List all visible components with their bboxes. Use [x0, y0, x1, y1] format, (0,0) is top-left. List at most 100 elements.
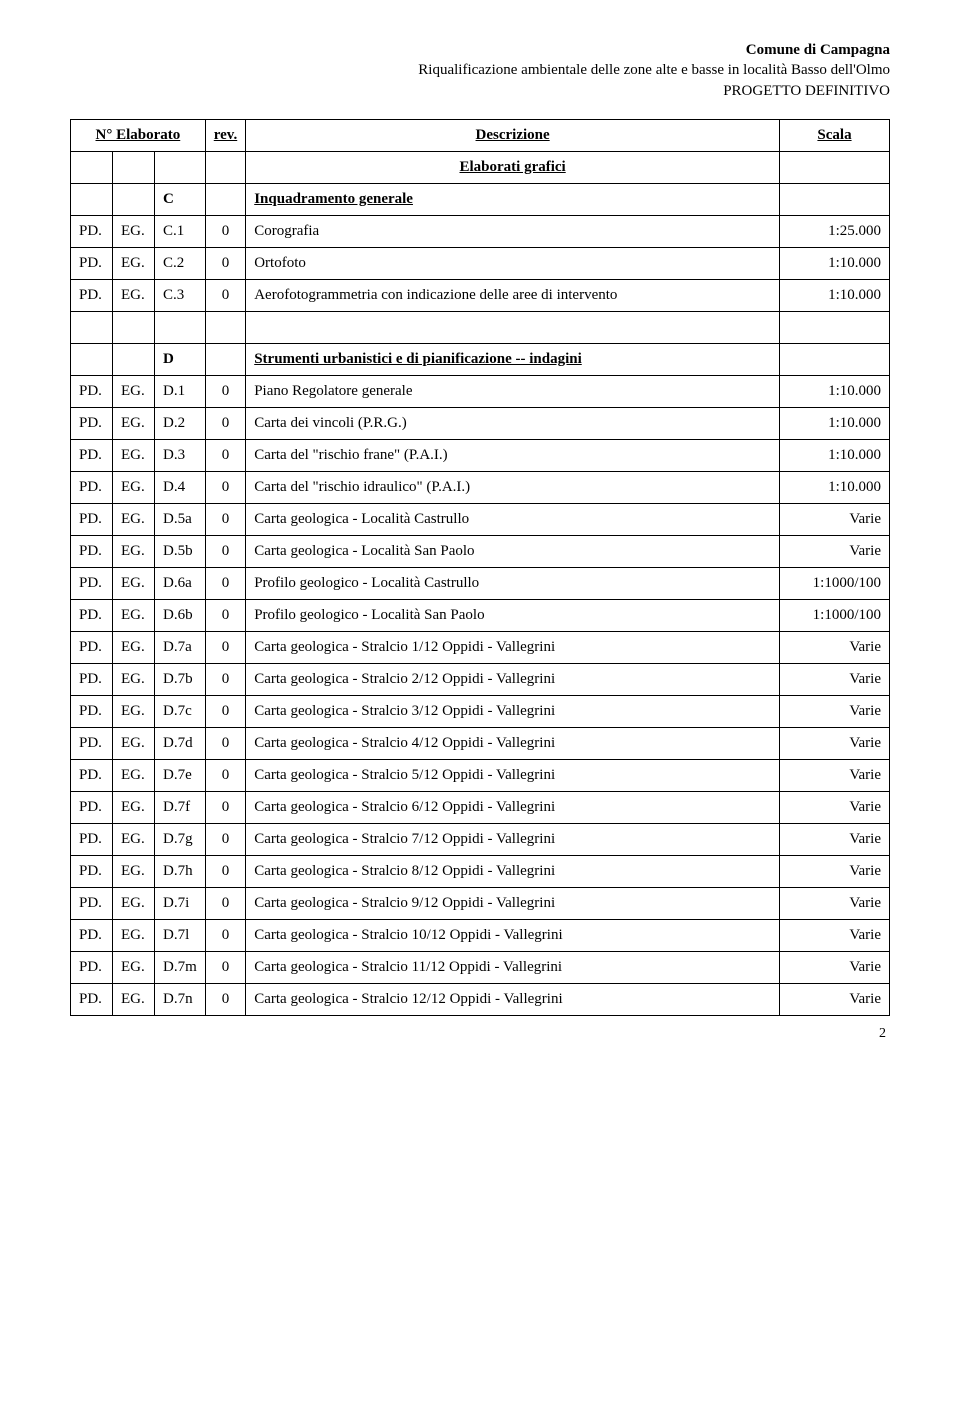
cell-rev: 0	[205, 791, 245, 823]
cell-desc: Carta geologica - Località Castrullo	[246, 503, 780, 535]
cell-pd: PD.	[71, 823, 113, 855]
cell-pd: PD.	[71, 727, 113, 759]
cell-scala: 1:10.000	[780, 247, 890, 279]
table-row: PD.EG.D.40Carta del "rischio idraulico" …	[71, 471, 890, 503]
cell-code: D.7l	[155, 919, 206, 951]
cell-rev: 0	[205, 471, 245, 503]
th-rev: rev.	[205, 119, 245, 151]
table-row: PD.EG.D.7d0Carta geologica - Stralcio 4/…	[71, 727, 890, 759]
cell-desc: Ortofoto	[246, 247, 780, 279]
th-scala: Scala	[780, 119, 890, 151]
cell-scala: 1:10.000	[780, 279, 890, 311]
cell-scala: Varie	[780, 695, 890, 727]
cell-eg: EG.	[113, 663, 155, 695]
cell-desc: Corografia	[246, 215, 780, 247]
section-letter-row-d: D Strumenti urbanistici e di pianificazi…	[71, 343, 890, 375]
cell-eg: EG.	[113, 535, 155, 567]
section-letter-row-c: C Inquadramento generale	[71, 183, 890, 215]
cell-eg: EG.	[113, 823, 155, 855]
cell-eg: EG.	[113, 727, 155, 759]
cell-pd: PD.	[71, 471, 113, 503]
header-project-title: Riqualificazione ambientale delle zone a…	[70, 60, 890, 80]
cell-pd: PD.	[71, 759, 113, 791]
cell-rev: 0	[205, 727, 245, 759]
cell-code: C.2	[155, 247, 206, 279]
table-row: PD.EG.D.7c0Carta geologica - Stralcio 3/…	[71, 695, 890, 727]
table-row: PD.EG.D.7e0Carta geologica - Stralcio 5/…	[71, 759, 890, 791]
table-row: PD.EG.C.30Aerofotogrammetria con indicaz…	[71, 279, 890, 311]
cell-pd: PD.	[71, 439, 113, 471]
cell-eg: EG.	[113, 855, 155, 887]
cell-scala: 1:1000/100	[780, 599, 890, 631]
cell-scala: Varie	[780, 727, 890, 759]
cell-pd: PD.	[71, 695, 113, 727]
table-row: PD.EG.D.7g0Carta geologica - Stralcio 7/…	[71, 823, 890, 855]
section-name-c: Inquadramento generale	[246, 183, 780, 215]
cell-scala: Varie	[780, 791, 890, 823]
cell-pd: PD.	[71, 407, 113, 439]
cell-eg: EG.	[113, 951, 155, 983]
cell-scala: 1:1000/100	[780, 567, 890, 599]
table-row: PD.EG.D.7m0Carta geologica - Stralcio 11…	[71, 951, 890, 983]
cell-rev: 0	[205, 951, 245, 983]
cell-rev: 0	[205, 279, 245, 311]
cell-desc: Profilo geologico - Località Castrullo	[246, 567, 780, 599]
cell-desc: Carta geologica - Stralcio 5/12 Oppidi -…	[246, 759, 780, 791]
cell-code: D.6a	[155, 567, 206, 599]
cell-code: C.3	[155, 279, 206, 311]
cell-pd: PD.	[71, 887, 113, 919]
cell-code: D.2	[155, 407, 206, 439]
cell-scala: Varie	[780, 759, 890, 791]
cell-rev: 0	[205, 919, 245, 951]
cell-pd: PD.	[71, 247, 113, 279]
cell-code: D.7d	[155, 727, 206, 759]
cell-scala: Varie	[780, 919, 890, 951]
cell-scala: 1:25.000	[780, 215, 890, 247]
cell-rev: 0	[205, 535, 245, 567]
table-row: PD.EG.C.10Corografia1:25.000	[71, 215, 890, 247]
cell-rev: 0	[205, 567, 245, 599]
header-project-phase: PROGETTO DEFINITIVO	[70, 81, 890, 101]
cell-pd: PD.	[71, 535, 113, 567]
cell-pd: PD.	[71, 983, 113, 1015]
cell-code: D.1	[155, 375, 206, 407]
cell-eg: EG.	[113, 919, 155, 951]
th-n-elaborato: N° Elaborato	[71, 119, 206, 151]
cell-desc: Profilo geologico - Località San Paolo	[246, 599, 780, 631]
cell-rev: 0	[205, 247, 245, 279]
table-row: PD.EG.D.30Carta del "rischio frane" (P.A…	[71, 439, 890, 471]
cell-desc: Carta geologica - Stralcio 11/12 Oppidi …	[246, 951, 780, 983]
cell-eg: EG.	[113, 695, 155, 727]
cell-code: D.4	[155, 471, 206, 503]
table-row: PD.EG.D.7l0Carta geologica - Stralcio 10…	[71, 919, 890, 951]
cell-desc: Carta geologica - Stralcio 6/12 Oppidi -…	[246, 791, 780, 823]
cell-eg: EG.	[113, 791, 155, 823]
cell-rev: 0	[205, 503, 245, 535]
cell-rev: 0	[205, 887, 245, 919]
table-row: PD.EG.D.7n0Carta geologica - Stralcio 12…	[71, 983, 890, 1015]
cell-scala: Varie	[780, 855, 890, 887]
elaborati-table: N° Elaborato rev. Descrizione Scala Elab…	[70, 119, 890, 1016]
cell-scala: 1:10.000	[780, 375, 890, 407]
cell-desc: Carta geologica - Stralcio 7/12 Oppidi -…	[246, 823, 780, 855]
table-row: PD.EG.D.5a0Carta geologica - Località Ca…	[71, 503, 890, 535]
cell-code: C.1	[155, 215, 206, 247]
cell-rev: 0	[205, 695, 245, 727]
table-row: PD.EG.D.7f0Carta geologica - Stralcio 6/…	[71, 791, 890, 823]
cell-eg: EG.	[113, 759, 155, 791]
cell-scala: Varie	[780, 535, 890, 567]
cell-eg: EG.	[113, 503, 155, 535]
cell-pd: PD.	[71, 951, 113, 983]
cell-pd: PD.	[71, 663, 113, 695]
cell-desc: Carta geologica - Stralcio 12/12 Oppidi …	[246, 983, 780, 1015]
cell-code: D.7i	[155, 887, 206, 919]
cell-scala: 1:10.000	[780, 407, 890, 439]
cell-pd: PD.	[71, 631, 113, 663]
cell-desc: Piano Regolatore generale	[246, 375, 780, 407]
cell-eg: EG.	[113, 983, 155, 1015]
cell-rev: 0	[205, 599, 245, 631]
cell-scala: Varie	[780, 983, 890, 1015]
table-row: PD.EG.C.20Ortofoto1:10.000	[71, 247, 890, 279]
cell-desc: Carta geologica - Stralcio 10/12 Oppidi …	[246, 919, 780, 951]
cell-scala: Varie	[780, 951, 890, 983]
